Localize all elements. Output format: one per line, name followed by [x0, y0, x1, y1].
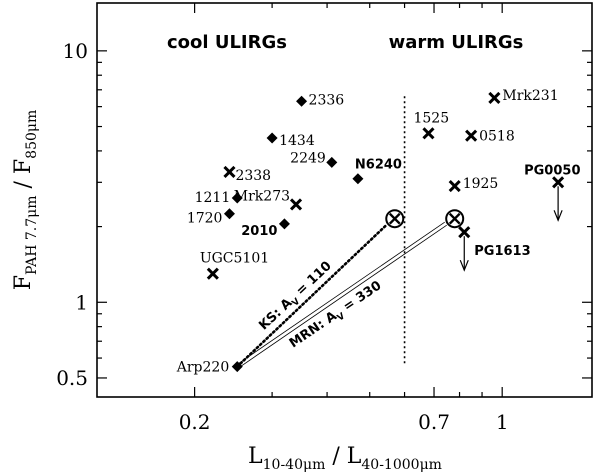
cross-marker: [223, 165, 236, 178]
x-axis-label: L10-40μm / L40-1000μm: [248, 444, 442, 473]
x-tick-label: 0.2: [179, 410, 211, 434]
point-label: PG1613: [474, 244, 530, 259]
diamond-marker: [231, 361, 243, 373]
point-label: UGC5101: [200, 251, 269, 267]
point-label: 1434: [279, 133, 315, 149]
point-label: N6240: [355, 158, 402, 173]
y-tick-label: 0.5: [56, 366, 88, 390]
track-line: [236, 221, 445, 366]
x-tick-label: 0.7: [418, 410, 450, 434]
point-1211: 1211: [195, 190, 243, 206]
upper-limit-arrowhead: [553, 210, 563, 222]
point-label: 1720: [187, 211, 223, 227]
point-arp220: Arp220: [176, 360, 243, 376]
cross-marker: [448, 179, 461, 193]
diamond-marker: [278, 218, 290, 230]
y-tick-label: 1: [75, 290, 88, 314]
cross-marker: [422, 127, 435, 140]
point-2249: 2249: [290, 150, 338, 168]
point-label: Arp220: [176, 360, 230, 376]
point-label: 2336: [309, 92, 345, 108]
point-0518: 0518: [465, 129, 515, 145]
y-axis-label: FPAH 7.7μm / F850μm: [11, 110, 40, 291]
diamond-marker: [296, 95, 308, 107]
diamond-marker: [266, 132, 278, 144]
diamond-marker: [326, 156, 338, 168]
point-mrk273: Mrk273: [234, 188, 303, 211]
point-2010: 2010: [241, 218, 290, 239]
diamond-marker: [352, 173, 364, 185]
cross-marker: [552, 176, 565, 189]
point-label: 2249: [290, 150, 326, 166]
cross-marker: [488, 91, 501, 104]
x-tick-label: 1: [496, 410, 509, 434]
point-ugc5101: UGC5101: [200, 251, 269, 280]
track-line: [235, 223, 389, 368]
point-label: PG0050: [524, 163, 580, 178]
point-n6240: N6240: [352, 158, 402, 185]
point-1434: 1434: [266, 132, 315, 149]
point-label: Mrk273: [234, 188, 290, 204]
point-label: 2338: [235, 168, 271, 184]
point-mrk231: Mrk231: [488, 88, 559, 104]
point-label: 1525: [413, 110, 449, 126]
diamond-marker: [231, 192, 243, 204]
point-label: 2010: [241, 224, 277, 239]
point-pg0050: PG0050: [524, 163, 581, 222]
point-1925: 1925: [448, 176, 499, 193]
point-label: Mrk231: [502, 88, 558, 104]
region-label-cool: cool ULIRGs: [167, 32, 287, 53]
region-label-warm: warm ULIRGs: [389, 32, 524, 53]
plot-frame: [96, 2, 593, 398]
y-tick-label: 10: [63, 39, 88, 63]
axis-ticks: 0.2 0.7 1 0.5 1 10: [56, 3, 592, 434]
cross-marker: [465, 129, 478, 142]
track-end-cross: [448, 212, 461, 225]
cross-marker: [458, 226, 471, 239]
point-2336: 2336: [296, 92, 344, 108]
cross-marker: [289, 198, 303, 211]
point-1720: 1720: [187, 208, 235, 227]
cross-marker: [206, 267, 219, 280]
diamond-marker: [223, 208, 235, 220]
point-label: 0518: [479, 129, 515, 145]
point-1525: 1525: [413, 110, 449, 140]
upper-limit-arrowhead: [459, 259, 469, 272]
point-label: 1211: [195, 190, 231, 206]
point-pg1613: PG1613: [458, 226, 531, 272]
point-2338: 2338: [223, 165, 271, 184]
track-line: [238, 224, 447, 369]
point-label: 1925: [463, 176, 499, 192]
track-end-cross: [388, 212, 401, 225]
